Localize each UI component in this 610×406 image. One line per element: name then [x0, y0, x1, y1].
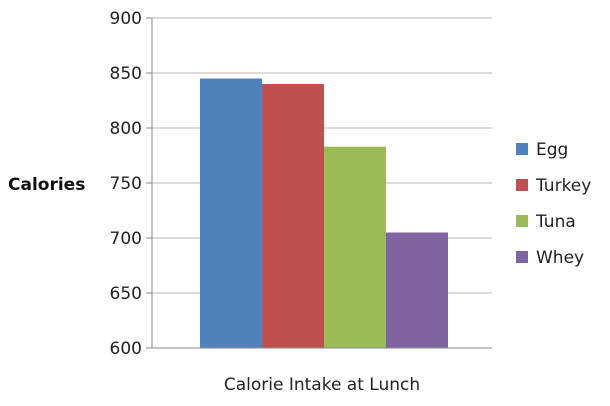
bar-egg [200, 78, 262, 348]
bar-tuna [324, 146, 386, 348]
bar-whey [386, 232, 448, 348]
y-tick-label: 850 [110, 64, 142, 84]
bar-turkey [262, 84, 324, 348]
y-axis-ticks: 600 650 700 750 800 850 900 [110, 9, 152, 359]
legend-swatch-turkey [516, 179, 528, 191]
y-tick-label: 700 [110, 229, 142, 249]
bars [200, 78, 448, 348]
y-tick-label: 750 [110, 174, 142, 194]
legend-label-whey: Whey [536, 248, 584, 268]
y-tick-label: 600 [110, 339, 142, 359]
legend-swatch-egg [516, 143, 528, 155]
y-axis-title: Calories [8, 175, 85, 195]
y-tick-label: 900 [110, 9, 142, 29]
legend-label-egg: Egg [536, 140, 568, 160]
legend-label-tuna: Tuna [535, 212, 576, 232]
y-tick-label: 650 [110, 284, 142, 304]
legend-label-turkey: Turkey [535, 176, 591, 196]
y-tick-label: 800 [110, 119, 142, 139]
legend-swatch-whey [516, 251, 528, 263]
legend-swatch-tuna [516, 215, 528, 227]
legend: Egg Turkey Tuna Whey [516, 140, 591, 268]
x-axis-title: Calorie Intake at Lunch [224, 375, 420, 395]
